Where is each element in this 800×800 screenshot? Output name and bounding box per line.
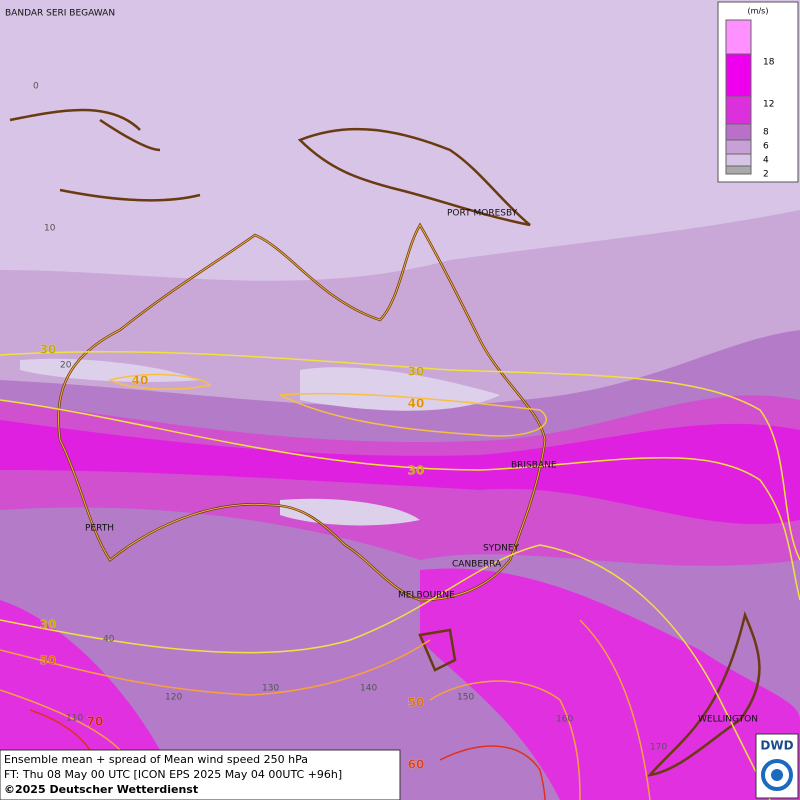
contour-label: 50 [40, 654, 57, 668]
spread-bands [0, 210, 800, 800]
contour-label: 70 [87, 715, 104, 729]
city-label: PORT MORESBY [447, 209, 518, 219]
coastlines [9, 108, 761, 777]
footer: Ensemble mean + spread of Mean wind spee… [0, 749, 401, 800]
contour-label: 30 [40, 618, 57, 632]
legend-tick: 8 [763, 128, 769, 138]
footer-line: Ensemble mean + spread of Mean wind spee… [4, 753, 308, 766]
legend-tick: 18 [763, 58, 775, 68]
footer-line: ©2025 Deutscher Wetterdienst [4, 783, 198, 796]
city-label: MELBOURNE [398, 591, 455, 601]
city-label: WELLINGTON [698, 715, 758, 725]
contour-label: 30 [40, 343, 57, 357]
logo: DWD [755, 733, 799, 799]
grid-label: 170 [650, 743, 667, 753]
grid-label: 20 [60, 361, 72, 371]
legend-tick: 2 [763, 170, 769, 180]
grid-label: 130 [262, 684, 279, 694]
grid-label: 160 [556, 715, 573, 725]
logo-text: DWD [760, 739, 793, 753]
contour-label: 50 [408, 696, 425, 710]
contour-label: 40 [132, 374, 149, 388]
city-label: BANDAR SERI BEGAWAN [5, 9, 115, 19]
grid-label: 150 [457, 693, 474, 703]
contour-label: 30 [408, 365, 425, 379]
city-label: CANBERRA [452, 560, 502, 570]
grid-label: 10 [44, 224, 56, 234]
city-label: BRISBANE [511, 461, 557, 471]
grid-label: 140 [360, 684, 377, 694]
grid-label: 0 [33, 82, 39, 92]
grid-label: 120 [165, 693, 182, 703]
contour-label: 30 [408, 464, 425, 478]
footer-line: FT: Thu 08 May 00 UTC [ICON EPS 2025 May… [4, 768, 342, 781]
legend-tick: 4 [763, 156, 769, 166]
grid-label: 40 [103, 635, 115, 645]
contour-label: 60 [408, 758, 425, 772]
contours [0, 350, 800, 800]
legend-tick: 12 [763, 100, 774, 110]
legend-tick: 6 [763, 142, 769, 152]
legend: (m/s) 18 12 8 6 4 2 [717, 1, 799, 183]
city-label: SYDNEY [483, 544, 520, 554]
city-label: PERTH [85, 524, 114, 534]
legend-unit: (m/s) [748, 7, 769, 16]
grid-label: 110 [66, 714, 83, 724]
contour-label: 40 [408, 397, 425, 411]
